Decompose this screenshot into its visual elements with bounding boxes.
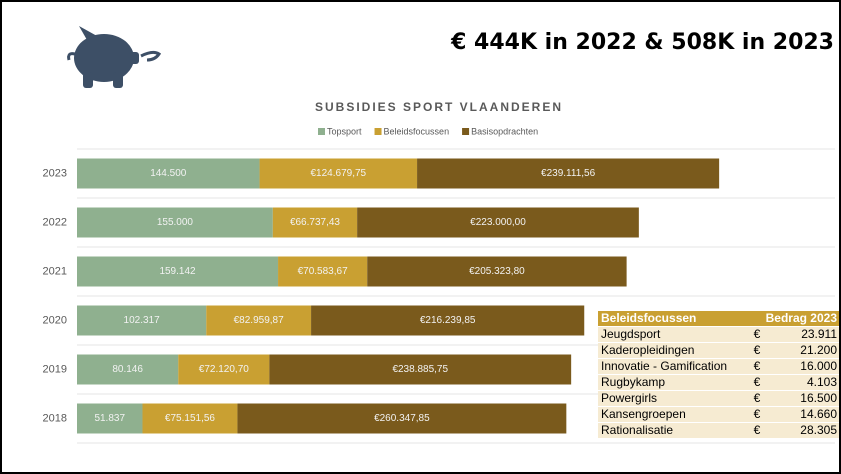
bar-segment — [77, 305, 207, 336]
bar-segment — [178, 354, 270, 385]
table-header: Bedrag 2023 — [750, 311, 839, 327]
bar-segment — [237, 403, 567, 434]
data-label: €239.111,56 — [541, 168, 596, 179]
bar-segment — [269, 354, 572, 385]
data-label: 102.317 — [124, 315, 161, 326]
y-tick-label: 2018 — [43, 412, 67, 424]
bar-segment — [272, 207, 358, 238]
table-cell: 14.660 — [771, 406, 839, 423]
table-cell: € — [750, 422, 772, 439]
bar-segment — [357, 207, 639, 238]
legend-label: Topsport — [327, 126, 362, 136]
data-label: €260.347,85 — [374, 413, 430, 424]
table-cell: € — [750, 406, 772, 423]
bar-segment — [417, 158, 720, 189]
table-cell: Rugbykamp — [598, 374, 751, 391]
data-label: €238.885,75 — [392, 364, 448, 375]
table-cell: Rationalisatie — [598, 422, 751, 439]
table-cell: 16.500 — [771, 390, 839, 407]
bar-segment — [77, 256, 279, 287]
y-tick-label: 2019 — [43, 363, 67, 375]
y-tick-label: 2023 — [43, 167, 67, 179]
table-cell: 23.911 — [771, 326, 839, 343]
table-cell: € — [750, 390, 772, 407]
focus-table: Beleidsfocussen Bedrag 2023 Jeugdsport €23… — [598, 311, 839, 439]
data-label: 51.837 — [94, 413, 125, 424]
bar-segment — [77, 158, 260, 189]
data-label: 159.142 — [159, 266, 196, 277]
table-cell: 16.000 — [771, 358, 839, 375]
bar-segment — [77, 354, 179, 385]
data-label: €75.151,56 — [165, 413, 215, 424]
table-cell: 4.103 — [771, 374, 839, 391]
data-label: 80.146 — [112, 364, 143, 375]
legend-swatch — [318, 128, 325, 135]
bar-segment — [311, 305, 585, 336]
table-cell: Jeugdsport — [598, 326, 751, 343]
piggy-icon — [67, 26, 162, 88]
bar-segment — [77, 207, 273, 238]
table-cell: Innovatie - Gamification — [598, 358, 751, 375]
data-label: €72.120,70 — [199, 364, 249, 375]
bar-segment — [259, 158, 418, 189]
y-tick-label: 2021 — [43, 265, 67, 277]
bar-segment — [367, 256, 627, 287]
table-cell: 21.200 — [771, 342, 839, 359]
data-label: €216.239,85 — [420, 315, 476, 326]
table-cell: € — [750, 342, 772, 359]
legend-swatch — [462, 128, 470, 135]
table-cell: Powergirls — [598, 390, 751, 407]
data-label: €205.323,80 — [469, 266, 525, 277]
data-label: €124.679,75 — [310, 168, 366, 179]
legend-label: Basisopdrachten — [471, 126, 538, 136]
bar-segment — [77, 403, 143, 434]
y-tick-label: 2022 — [43, 216, 67, 228]
data-label: €223.000,00 — [470, 217, 526, 228]
data-label: €70.583,67 — [298, 266, 348, 277]
legend-swatch — [374, 128, 382, 135]
table-cell: € — [750, 326, 772, 343]
data-label: 155.000 — [157, 217, 194, 228]
table-cell: 28.305 — [771, 422, 839, 439]
table-cell: € — [750, 358, 772, 375]
bar-segment — [142, 403, 238, 434]
table-cell: Kansengroepen — [598, 406, 751, 423]
data-label: €82.959,87 — [234, 315, 284, 326]
legend-label: Beleidsfocussen — [384, 126, 450, 136]
data-label: €66.737,43 — [290, 217, 340, 228]
data-label: 144.500 — [150, 168, 187, 179]
y-tick-label: 2020 — [43, 314, 67, 326]
bar-segment — [206, 305, 312, 336]
chart-title: SUBSIDIES SPORT VLAANDEREN — [315, 100, 563, 114]
table-cell: Kaderopleidingen — [598, 342, 751, 359]
bar-segment — [278, 256, 368, 287]
headline: € 444K in 2022 & 508K in 2023 — [451, 30, 834, 55]
table-header: Beleidsfocussen — [598, 311, 751, 327]
table-cell: € — [750, 374, 772, 391]
